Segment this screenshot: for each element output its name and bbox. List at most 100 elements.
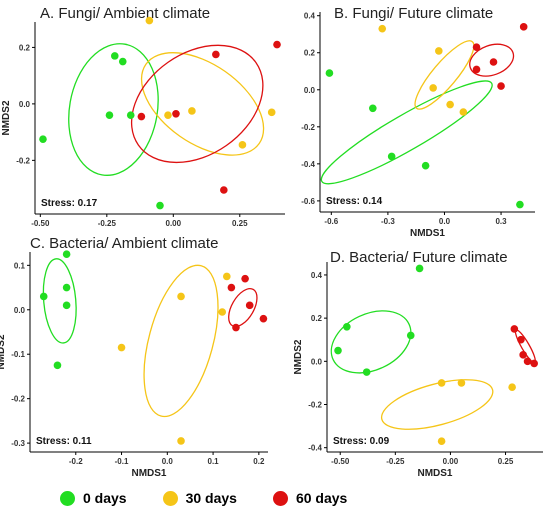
y-tick-label: 0.2: [304, 49, 316, 58]
y-tick-label: 0.4: [311, 271, 323, 280]
y-tick-label: 0.4: [304, 12, 316, 21]
data-point: [489, 58, 498, 66]
legend-item-60-days: 60 days: [272, 490, 348, 506]
y-tick-label: -0.2: [308, 401, 322, 410]
data-point: [519, 23, 528, 31]
y-tick-label: -0.1: [11, 350, 25, 359]
panel-title: D. Bacteria/ Future climate: [330, 249, 508, 266]
data-point: [62, 250, 71, 259]
data-point: [362, 368, 371, 376]
data-point: [53, 361, 62, 370]
confidence-ellipse: [320, 80, 493, 185]
data-point: [457, 379, 466, 387]
y-tick-label: 0.0: [311, 357, 323, 366]
data-point: [406, 331, 415, 340]
y-tick-label: -0.3: [11, 439, 25, 448]
data-point: [446, 100, 454, 109]
data-point: [137, 112, 146, 121]
stress-label: Stress: 0.17: [41, 198, 98, 209]
data-point: [369, 104, 377, 113]
y-tick-label: -0.4: [308, 444, 322, 453]
data-point: [220, 186, 228, 194]
y-tick-label: 0.1: [14, 261, 26, 270]
data-point: [172, 109, 180, 118]
y-tick-label: -0.2: [301, 123, 315, 132]
data-point: [472, 65, 481, 74]
x-tick-label: 0.2: [253, 457, 265, 466]
stress-label: Stress: 0.14: [326, 196, 383, 207]
data-point: [334, 346, 342, 355]
data-point: [343, 322, 351, 331]
y-tick-label: 0.0: [304, 86, 316, 95]
confidence-ellipse: [140, 52, 265, 156]
confidence-ellipse: [143, 264, 219, 418]
data-point: [177, 292, 185, 301]
data-point: [62, 283, 71, 292]
y-axis-label: NMDS2: [293, 339, 304, 374]
legend-dot-green: [60, 490, 75, 506]
y-axis-label: NMDS2: [0, 334, 7, 369]
data-point: [517, 335, 525, 344]
data-point: [259, 314, 268, 323]
data-point: [232, 323, 240, 332]
y-tick-label: -0.2: [11, 395, 25, 404]
x-tick-label: -0.50: [331, 457, 350, 466]
data-point: [117, 343, 126, 352]
stress-label: Stress: 0.11: [36, 436, 92, 447]
legend: 0 days 30 days 60 days: [60, 490, 347, 506]
legend-label: 60 days: [295, 490, 348, 506]
y-tick-label: -0.2: [16, 156, 30, 165]
data-point: [325, 69, 334, 77]
x-tick-label: 0.00: [166, 219, 182, 228]
legend-dot-yellow: [162, 490, 178, 506]
confidence-ellipse: [130, 44, 264, 164]
data-point: [62, 301, 71, 310]
x-tick-label: 0.25: [498, 457, 514, 466]
legend-label: 30 days: [185, 490, 237, 506]
y-tick-label: 0.2: [311, 314, 323, 323]
data-point: [497, 82, 505, 90]
data-point: [437, 379, 446, 387]
confidence-ellipse: [414, 40, 475, 110]
data-point: [188, 107, 196, 115]
confidence-ellipse: [469, 43, 515, 77]
data-point: [530, 359, 538, 368]
x-axis-label: NMDS1: [417, 468, 452, 479]
legend-item-30-days: 30 days: [162, 490, 237, 506]
x-tick-label: 0.0: [162, 457, 174, 466]
y-tick-label: -0.6: [301, 197, 315, 206]
x-axis-label: NMDS1: [131, 468, 166, 479]
x-axis-label: NMDS1: [410, 228, 445, 239]
confidence-ellipse: [228, 287, 258, 328]
data-point: [472, 43, 481, 51]
data-point: [437, 437, 446, 446]
data-point: [273, 40, 281, 49]
y-tick-label: 0.0: [19, 100, 31, 109]
data-point: [267, 108, 276, 117]
y-tick-label: 0.0: [14, 306, 26, 315]
data-point: [245, 301, 254, 310]
legend-label: 0 days: [83, 490, 127, 506]
data-point: [39, 135, 47, 143]
legend-item-0-days: 0 days: [60, 490, 127, 506]
data-point: [510, 325, 519, 333]
data-point: [126, 111, 135, 119]
data-point: [110, 52, 119, 60]
data-point: [459, 108, 468, 116]
confidence-ellipse: [42, 258, 77, 344]
x-tick-label: -0.25: [386, 457, 405, 466]
data-point: [435, 47, 443, 55]
data-point: [223, 272, 231, 281]
x-tick-label: -0.6: [324, 217, 338, 226]
data-point: [227, 283, 236, 292]
data-point: [212, 50, 220, 59]
x-tick-label: 0.1: [208, 457, 220, 466]
x-tick-label: 0.0: [439, 217, 451, 226]
data-point: [218, 308, 227, 316]
confidence-ellipse: [68, 43, 159, 176]
data-point: [387, 152, 396, 161]
data-point: [105, 111, 114, 119]
stress-label: Stress: 0.09: [333, 436, 390, 447]
panel-title: C. Bacteria/ Ambient climate: [30, 235, 218, 252]
x-tick-label: -0.2: [69, 457, 83, 466]
